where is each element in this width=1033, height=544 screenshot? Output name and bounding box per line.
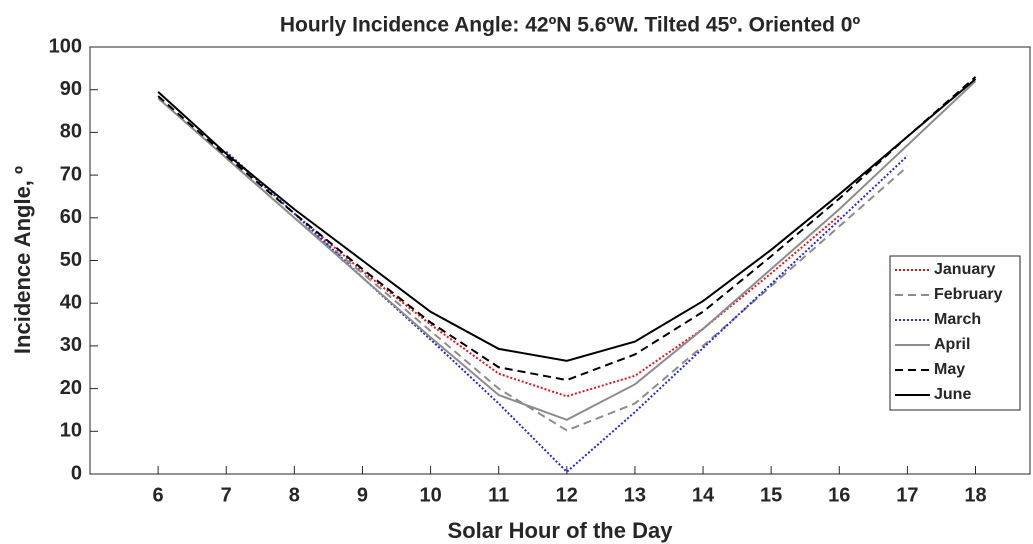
x-tick-label: 17 (896, 484, 918, 506)
x-tick-label: 6 (153, 484, 164, 506)
x-tick-label: 16 (828, 484, 850, 506)
series-line (225, 157, 909, 432)
y-tick-label: 40 (60, 291, 82, 313)
y-tick-label: 10 (60, 420, 82, 442)
x-tick-label: 12 (556, 484, 578, 506)
x-tick-label: 7 (221, 484, 232, 506)
series-line (157, 80, 977, 421)
x-tick-label: 9 (357, 484, 368, 506)
y-tick-label: 80 (60, 121, 82, 143)
legend-label: April (934, 336, 970, 353)
x-tick-label: 8 (289, 484, 300, 506)
x-tick-label: 10 (419, 484, 441, 506)
series-line (157, 76, 977, 382)
x-tick-label: 14 (692, 484, 715, 506)
legend-label: May (934, 361, 965, 378)
x-tick-label: 11 (488, 484, 509, 506)
y-tick-label: 30 (60, 334, 82, 356)
y-tick-label: 100 (49, 35, 82, 57)
x-tick-label: 18 (964, 484, 986, 506)
legend-label: June (934, 386, 971, 403)
series-line (157, 78, 977, 362)
y-tick-label: 60 (60, 206, 82, 228)
series-line (293, 212, 840, 398)
y-tick-label: 90 (60, 78, 82, 100)
y-tick-label: 20 (60, 377, 82, 399)
y-tick-label: 0 (71, 462, 82, 484)
y-axis-label: Incidence Angle, º (10, 166, 35, 354)
x-tick-label: 13 (624, 484, 646, 506)
plot-area (89, 46, 1031, 475)
x-axis-label: Solar Hour of the Day (448, 518, 674, 543)
y-tick-label: 50 (60, 249, 82, 271)
x-tick-label: 15 (760, 484, 782, 506)
y-tick-label: 70 (60, 163, 82, 185)
legend-label: February (934, 286, 1003, 303)
legend-label: March (934, 311, 981, 328)
chart-title: Hourly Incidence Angle: 42ºN 5.6ºW. Tilt… (280, 14, 861, 37)
legend-box (889, 255, 1021, 411)
series-line (225, 150, 909, 474)
legend-label: January (934, 261, 995, 278)
